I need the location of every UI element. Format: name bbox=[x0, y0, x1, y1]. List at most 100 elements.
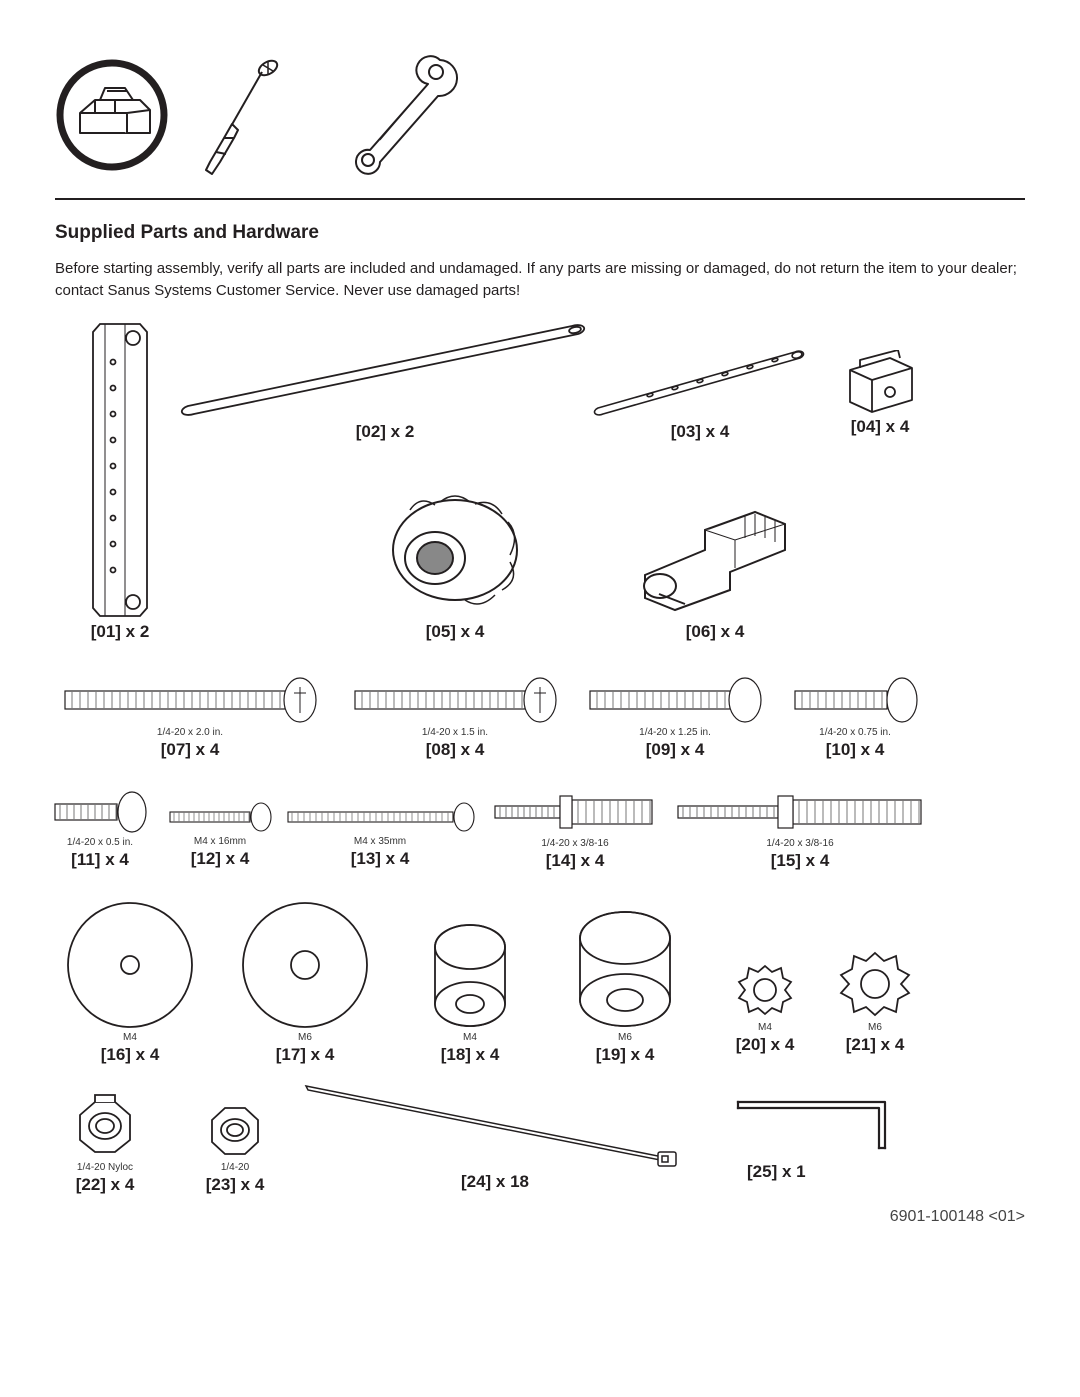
tools-header bbox=[55, 50, 1025, 180]
hexkey-icon bbox=[730, 1090, 910, 1160]
part-label: [13] x 4 bbox=[280, 849, 480, 869]
part-23: 1/4-20 [23] x 4 bbox=[185, 1098, 285, 1195]
fitting-icon bbox=[635, 500, 795, 620]
part-18: M4 [18] x 4 bbox=[405, 922, 535, 1065]
part-14: 1/4-20 x 3/8-16 [14] x 4 bbox=[485, 788, 665, 871]
screw-icon bbox=[585, 675, 765, 725]
part-04: [04] x 4 bbox=[825, 350, 935, 437]
screw-icon bbox=[790, 675, 920, 725]
part-02: [02] x 2 bbox=[175, 320, 595, 442]
stud-icon bbox=[490, 788, 660, 836]
part-label: [24] x 18 bbox=[295, 1172, 695, 1192]
washer-icon bbox=[60, 900, 200, 1030]
toolbox-icon bbox=[55, 58, 170, 173]
part-08: 1/4-20 x 1.5 in. [08] x 4 bbox=[345, 675, 565, 760]
part-label: [15] x 4 bbox=[670, 851, 930, 871]
part-label: [17] x 4 bbox=[225, 1045, 385, 1065]
part-spec: M6 bbox=[555, 1032, 695, 1043]
part-label: [10] x 4 bbox=[785, 740, 925, 760]
part-spec: M6 bbox=[825, 1022, 925, 1033]
part-06: [06] x 4 bbox=[625, 500, 805, 642]
screw-icon bbox=[165, 800, 275, 834]
part-label: [12] x 4 bbox=[160, 849, 280, 869]
screw-icon bbox=[50, 790, 150, 835]
part-24: [24] x 18 bbox=[295, 1080, 695, 1192]
screwdriver-icon bbox=[190, 50, 300, 180]
spacer-icon bbox=[568, 910, 683, 1030]
part-21: M6 [21] x 4 bbox=[825, 948, 925, 1055]
screw-icon bbox=[350, 675, 560, 725]
tube-icon bbox=[590, 340, 810, 420]
part-spec: 1/4-20 x 2.0 in. bbox=[55, 727, 325, 738]
part-label: [09] x 4 bbox=[580, 740, 770, 760]
lockwasher-icon bbox=[839, 948, 911, 1020]
rod-icon bbox=[180, 320, 590, 420]
part-spec: 1/4-20 x 0.5 in. bbox=[45, 837, 155, 848]
part-label: [07] x 4 bbox=[55, 740, 325, 760]
part-22: 1/4-20 Nyloc [22] x 4 bbox=[55, 1090, 155, 1195]
part-07: 1/4-20 x 2.0 in. [07] x 4 bbox=[55, 675, 325, 760]
intro-text: Before starting assembly, verify all par… bbox=[55, 258, 1025, 302]
spacer-icon bbox=[420, 922, 520, 1030]
part-spec: M4 x 35mm bbox=[280, 836, 480, 847]
part-spec: M4 bbox=[715, 1022, 815, 1033]
part-03: [03] x 4 bbox=[585, 340, 815, 442]
part-label: [20] x 4 bbox=[715, 1035, 815, 1055]
wrench-icon bbox=[320, 50, 470, 180]
part-spec: 1/4-20 x 0.75 in. bbox=[785, 727, 925, 738]
part-10: 1/4-20 x 0.75 in. [10] x 4 bbox=[785, 675, 925, 760]
part-label: [25] x 1 bbox=[747, 1162, 915, 1182]
part-spec: M4 bbox=[405, 1032, 535, 1043]
part-label: [08] x 4 bbox=[345, 740, 565, 760]
part-label: [19] x 4 bbox=[555, 1045, 695, 1065]
document-number: 6901-100148 <01> bbox=[890, 1208, 1025, 1226]
part-13: M4 x 35mm [13] x 4 bbox=[280, 800, 480, 869]
divider bbox=[55, 198, 1025, 200]
part-spec: 1/4-20 x 1.25 in. bbox=[580, 727, 770, 738]
washer-icon bbox=[235, 900, 375, 1030]
knob-icon bbox=[380, 490, 530, 620]
parts-area: [01] x 2 [02] x 2 [03] x bbox=[55, 320, 1025, 1220]
part-spec: 1/4-20 x 3/8-16 bbox=[670, 838, 930, 849]
part-25: [25] x 1 bbox=[725, 1090, 915, 1182]
section-title: Supplied Parts and Hardware bbox=[55, 222, 1025, 244]
part-11: 1/4-20 x 0.5 in. [11] x 4 bbox=[45, 790, 155, 870]
part-label: [05] x 4 bbox=[365, 622, 545, 642]
stud-icon bbox=[673, 788, 928, 836]
nut-icon bbox=[65, 1090, 145, 1160]
part-spec: M4 x 16mm bbox=[160, 836, 280, 847]
part-label: [14] x 4 bbox=[485, 851, 665, 871]
screw-icon bbox=[60, 675, 320, 725]
part-label: [03] x 4 bbox=[585, 422, 815, 442]
part-label: [02] x 2 bbox=[175, 422, 595, 442]
part-label: [22] x 4 bbox=[55, 1175, 155, 1195]
part-15: 1/4-20 x 3/8-16 [15] x 4 bbox=[670, 788, 930, 871]
part-label: [18] x 4 bbox=[405, 1045, 535, 1065]
part-17: M6 [17] x 4 bbox=[225, 900, 385, 1065]
part-spec: 1/4-20 x 1.5 in. bbox=[345, 727, 565, 738]
part-19: M6 [19] x 4 bbox=[555, 910, 695, 1065]
part-spec: 1/4-20 bbox=[185, 1162, 285, 1173]
bracket-icon bbox=[85, 320, 155, 620]
part-09: 1/4-20 x 1.25 in. [09] x 4 bbox=[580, 675, 770, 760]
nut-icon bbox=[200, 1098, 270, 1160]
part-01: [01] x 2 bbox=[75, 320, 165, 642]
part-label: [06] x 4 bbox=[625, 622, 805, 642]
part-16: M4 [16] x 4 bbox=[50, 900, 210, 1065]
ziptie-icon bbox=[300, 1080, 690, 1170]
block-icon bbox=[840, 350, 920, 415]
part-label: [04] x 4 bbox=[825, 417, 935, 437]
part-label: [23] x 4 bbox=[185, 1175, 285, 1195]
part-label: [16] x 4 bbox=[50, 1045, 210, 1065]
part-20: M4 [20] x 4 bbox=[715, 960, 815, 1055]
part-05: [05] x 4 bbox=[365, 490, 545, 642]
part-12: M4 x 16mm [12] x 4 bbox=[160, 800, 280, 869]
part-label: [11] x 4 bbox=[45, 850, 155, 870]
part-spec: M6 bbox=[225, 1032, 385, 1043]
part-spec: 1/4-20 x 3/8-16 bbox=[485, 838, 665, 849]
part-spec: 1/4-20 Nyloc bbox=[55, 1162, 155, 1173]
screw-icon bbox=[283, 800, 478, 834]
part-label: [01] x 2 bbox=[75, 622, 165, 642]
part-spec: M4 bbox=[50, 1032, 210, 1043]
lockwasher-icon bbox=[735, 960, 795, 1020]
